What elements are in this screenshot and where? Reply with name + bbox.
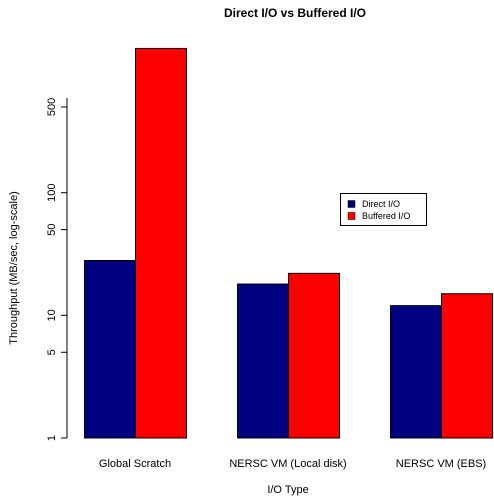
bar-buffered-2 (441, 293, 493, 439)
legend: Direct I/O Buffered I/O (340, 193, 427, 226)
bar-direct-2 (390, 305, 442, 439)
legend-swatch (347, 212, 356, 220)
bars (84, 47, 493, 439)
y-ticks: 1 5 10 50 100 500 (46, 98, 67, 441)
bar-buffered-1 (288, 272, 340, 439)
x-axis-label: I/O Type (267, 484, 308, 496)
x-tick-label: NERSC VM (EBS) (396, 458, 486, 470)
legend-box (340, 193, 427, 226)
y-tick-label: 500 (46, 98, 58, 116)
chart-title: Direct I/O vs Buffered I/O (224, 6, 366, 20)
y-tick-label: 10 (46, 309, 58, 321)
x-tick-label: NERSC VM (Local disk) (229, 458, 346, 470)
bar-direct-1 (237, 283, 289, 439)
y-tick-label: 50 (46, 223, 58, 235)
bar-buffered-0 (135, 47, 187, 439)
y-axis-label: Throughput (MB/sec, log-scale) (8, 191, 20, 344)
legend-label: Buffered I/O (362, 211, 410, 221)
bar-direct-0 (84, 259, 136, 439)
x-tick-labels: Global Scratch NERSC VM (Local disk) NERSC… (99, 458, 486, 470)
y-tick-label: 100 (46, 184, 58, 202)
legend-label: Direct I/O (362, 199, 400, 209)
x-tick-label: Global Scratch (99, 458, 171, 470)
y-tick-label: 5 (46, 349, 58, 355)
legend-swatch (347, 200, 356, 208)
y-tick-label: 1 (46, 435, 58, 441)
